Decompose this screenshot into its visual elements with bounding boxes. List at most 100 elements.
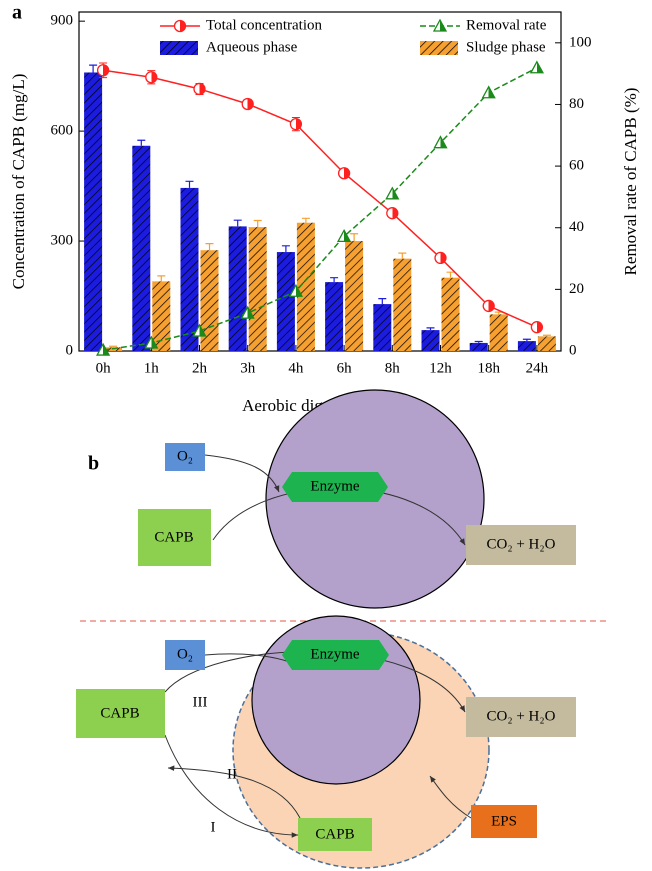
error-bar — [398, 252, 407, 259]
point — [337, 228, 352, 243]
legend-label: Aqueous phase — [206, 39, 298, 55]
bar — [345, 241, 364, 351]
x-tick-label: 12h — [429, 360, 452, 376]
oxygen-box — [165, 443, 205, 471]
bar — [373, 304, 392, 351]
x-tick-label: 18h — [477, 360, 500, 376]
x-tick-label: 4h — [288, 360, 304, 376]
bar — [84, 72, 103, 351]
bar — [132, 145, 151, 351]
legend-label: Sludge phase — [466, 39, 546, 55]
y2-tick-label: 100 — [569, 34, 592, 50]
arrow — [429, 775, 472, 819]
line — [102, 69, 538, 328]
bar — [296, 222, 315, 351]
point — [289, 117, 303, 131]
route-label: I — [211, 819, 216, 835]
enzyme-shape — [282, 472, 388, 502]
oxygen-box — [165, 640, 205, 670]
line — [102, 67, 538, 351]
y-tick-label: 600 — [51, 123, 74, 139]
legend-marker — [173, 19, 187, 33]
error-bar — [89, 64, 98, 73]
error-bar — [109, 345, 118, 348]
error-bar — [330, 277, 339, 283]
eps-box — [471, 805, 537, 838]
error-bar — [157, 275, 166, 282]
bar — [393, 258, 412, 351]
chart: 0 300 600 900 0 20 40 60 80 100 0h 1h 2h 3h 4h 6h 8h 12h 1… — [9, 11, 640, 415]
arrow — [204, 454, 280, 493]
x-tick-label: 1h — [144, 360, 160, 376]
point — [144, 335, 159, 349]
point — [482, 299, 495, 313]
y-axis-label: Concentration of CAPB (mg/L) — [9, 74, 28, 290]
error-bar — [281, 245, 290, 253]
legend-swatch — [160, 41, 198, 55]
point — [241, 97, 254, 111]
error-bar — [522, 338, 531, 342]
bar — [325, 282, 344, 351]
x-tick-label: 24h — [526, 360, 549, 376]
legend-label: Removal rate — [466, 17, 547, 33]
route-label: II — [227, 766, 237, 782]
oxygen-label: O₂ — [177, 448, 193, 464]
substrate-label: CAPB — [100, 705, 139, 721]
product-box — [466, 525, 576, 565]
product-label: CO₂ + H₂O — [487, 536, 556, 552]
y-tick-label: 300 — [51, 232, 74, 248]
product-label: CO₂ + H₂O — [487, 708, 556, 724]
point — [288, 283, 303, 297]
point — [96, 64, 110, 77]
oxygen-label: O₂ — [177, 646, 193, 662]
point — [530, 321, 544, 334]
panel-label: a — [12, 2, 22, 24]
bar — [276, 252, 295, 351]
bar — [441, 277, 460, 351]
bar — [228, 226, 247, 351]
bar — [152, 281, 171, 351]
point — [529, 60, 544, 74]
adsorbed-box — [298, 818, 372, 851]
y2-tick-label: 40 — [569, 219, 584, 235]
bar — [517, 341, 536, 351]
y-tick-label: 0 — [66, 342, 74, 358]
error-bar — [185, 180, 194, 188]
adsorbed-label: CAPB — [315, 826, 354, 842]
y2-tick-label: 80 — [569, 96, 584, 112]
substrate-label: CAPB — [154, 529, 193, 545]
point — [145, 71, 158, 84]
error-bar — [446, 271, 455, 278]
point — [337, 167, 351, 180]
point — [386, 207, 399, 220]
enzyme-shape — [282, 640, 389, 670]
y2-tick-label: 20 — [569, 281, 584, 297]
y2-tick-label: 60 — [569, 158, 584, 174]
point — [192, 323, 207, 337]
eps-label: EPS — [491, 813, 517, 829]
arrow — [167, 765, 301, 819]
point — [193, 82, 206, 96]
legend-label: Total concentration — [206, 17, 322, 33]
error-bar — [350, 233, 359, 242]
point — [96, 342, 111, 356]
error-bar — [494, 311, 503, 315]
error-bar — [233, 219, 242, 227]
arrow — [164, 734, 299, 838]
error-bar — [378, 297, 387, 305]
error-bar — [474, 340, 483, 343]
bar — [537, 336, 556, 351]
plot-frame — [78, 11, 562, 352]
error-bar — [137, 139, 146, 146]
panel-label: b — [88, 453, 99, 475]
x-tick-label: 8h — [385, 360, 401, 376]
point — [433, 135, 448, 149]
point — [434, 251, 447, 265]
x-tick-label: 3h — [240, 360, 256, 376]
error-bar — [301, 217, 310, 223]
error-bar — [426, 327, 435, 331]
bar — [489, 314, 508, 351]
error-bar — [542, 334, 551, 337]
